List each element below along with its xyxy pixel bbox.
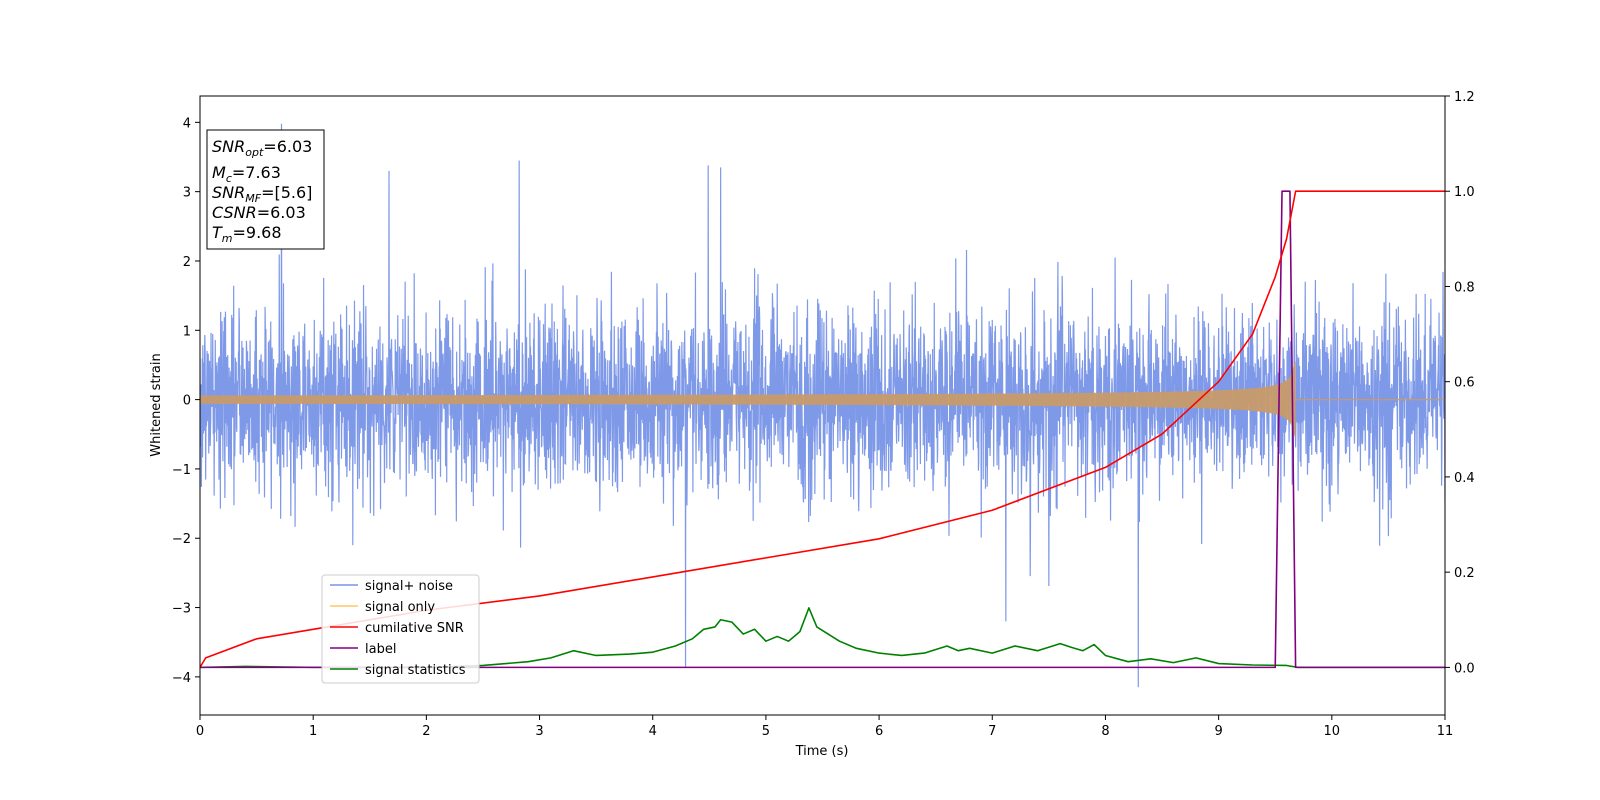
legend: signal+ noise signal only cumilative SNR…: [321, 574, 480, 684]
legend-label-cumulative-snr: cumilative SNR: [365, 621, 464, 636]
x-axis-label: Time (s): [795, 744, 849, 759]
series-cumulative-snr: [200, 190, 1445, 668]
x-tick-label: 1: [309, 724, 317, 739]
y-right-tick-label: 0.0: [1454, 661, 1475, 676]
y-left-tick-label: −4: [172, 671, 191, 686]
x-tick-label: 2: [422, 724, 430, 739]
legend-label-signal-only: signal only: [365, 600, 435, 615]
legend-frame: [321, 574, 480, 684]
data-layer: [200, 123, 1445, 688]
x-axis-ticks: 0 1 2 3 4 5 6 7 8 9 10 11: [196, 715, 1453, 739]
y-right-tick-label: 1.0: [1454, 185, 1475, 200]
y-left-tick-label: 0: [183, 394, 191, 409]
plot-frame: [199, 95, 1446, 716]
x-tick-label: 9: [1214, 724, 1222, 739]
y-right-tick-label: 0.6: [1454, 376, 1475, 391]
annotation-mc: Mc=7.63: [212, 163, 281, 185]
x-tick-label: 8: [1101, 724, 1109, 739]
y-right-tick-label: 1.2: [1454, 90, 1475, 105]
x-tick-label: 4: [649, 724, 657, 739]
x-tick-label: 11: [1437, 724, 1454, 739]
x-tick-label: 6: [875, 724, 883, 739]
y-left-tick-label: −1: [172, 463, 191, 478]
x-tick-label: 7: [988, 724, 996, 739]
annotation-snr-mf: SNRMF=[5.6]: [212, 183, 312, 205]
annotation-tm: Tm=9.68: [212, 223, 282, 245]
legend-label-label: label: [365, 642, 396, 657]
x-tick-label: 3: [535, 724, 543, 739]
y-left-tick-label: 1: [183, 324, 191, 339]
series-signal-statistics: [200, 607, 1445, 669]
y-right-tick-label: 0.4: [1454, 471, 1475, 486]
legend-label-signal-noise: signal+ noise: [365, 579, 453, 594]
x-tick-label: 0: [196, 724, 204, 739]
y-right-tick-label: 0.8: [1454, 280, 1475, 295]
y-left-tick-label: −3: [172, 602, 191, 617]
x-tick-label: 5: [762, 724, 770, 739]
annotation-box: SNRopt=6.03 Mc=7.63 SNRMF=[5.6] CSNR=6.0…: [206, 129, 325, 250]
y-left-tick-label: 4: [183, 116, 191, 131]
annotation-csnr: CSNR=6.03: [212, 203, 306, 222]
y-left-tick-label: 3: [183, 186, 191, 201]
x-tick-label: 10: [1324, 724, 1341, 739]
y-axis-right-ticks: 0.0 0.2 0.4 0.6 0.8 1.0 1.2: [1445, 90, 1475, 676]
series-signal-noise: [200, 123, 1445, 688]
y-right-tick-label: 0.2: [1454, 566, 1475, 581]
annotation-box-frame: [206, 129, 325, 250]
y-left-tick-label: 2: [183, 255, 191, 270]
series-label: [200, 190, 1445, 669]
y-axis-left-ticks: −4 −3 −2 −1 0 1 2 3 4: [172, 116, 200, 686]
legend-label-signal-statistics: signal statistics: [365, 663, 466, 678]
annotation-snr-opt: SNRopt=6.03: [212, 137, 312, 159]
y-axis-label: Whitened strain: [149, 353, 164, 456]
y-left-tick-label: −2: [172, 532, 191, 547]
series-signal-only: [200, 360, 1296, 439]
